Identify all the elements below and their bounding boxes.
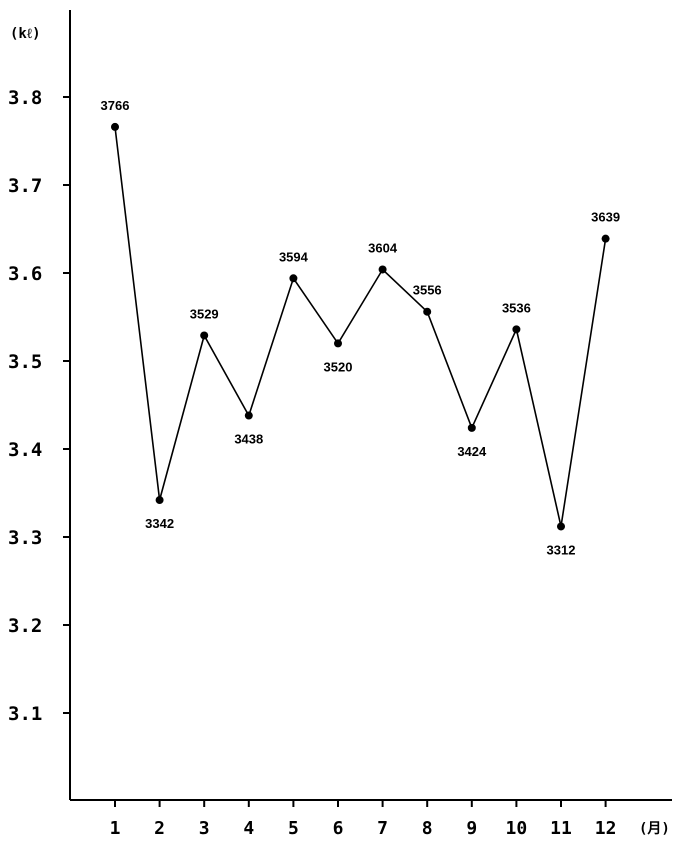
data-point [155, 496, 164, 505]
y-tick-label: 3.1 [8, 703, 42, 725]
y-tick-label: 3.7 [8, 175, 42, 197]
data-label: 3529 [190, 306, 219, 321]
x-tick-label: 2 [154, 818, 165, 839]
x-tick-label: 7 [377, 818, 388, 839]
data-point [557, 522, 565, 531]
y-tick-label: 3.6 [8, 263, 42, 285]
y-tick-label: 3.8 [8, 87, 42, 109]
data-point [378, 265, 387, 274]
x-axis-unit-label: (月) [639, 821, 670, 837]
data-point [334, 339, 342, 348]
data-label: 3536 [502, 300, 531, 315]
series-line [114, 126, 607, 527]
x-tick-label: 4 [243, 818, 254, 839]
data-point [289, 274, 298, 283]
x-axis-ticks: 1 2 3 4 5 6 7 8 9 10 11 12 [110, 800, 617, 839]
x-tick-label: 10 [506, 818, 528, 839]
x-tick-label: 11 [550, 818, 572, 839]
y-axis-ticks: 3.8 3.7 3.6 3.5 3.4 3.3 3.2 3.1 [8, 87, 70, 725]
axes [69, 10, 672, 801]
y-tick-label: 3.2 [8, 615, 42, 637]
data-label: 3556 [413, 283, 442, 298]
x-tick-label: 8 [422, 818, 433, 839]
x-tick-label: 9 [466, 818, 477, 839]
series [111, 122, 610, 531]
x-tick-label: 5 [288, 818, 299, 839]
x-tick-label: 6 [333, 818, 344, 839]
data-point [244, 411, 253, 420]
data-point [601, 234, 610, 243]
data-point [423, 307, 432, 316]
y-tick-label: 3.4 [8, 439, 42, 461]
data-label: 3312 [547, 542, 576, 557]
data-label: 3604 [368, 240, 398, 255]
data-label: 3438 [234, 432, 263, 447]
data-label: 3639 [591, 210, 620, 225]
y-axis-unit-label: (kℓ) [10, 26, 41, 42]
x-tick-label: 12 [595, 818, 617, 839]
data-point [467, 423, 476, 432]
data-label: 3594 [279, 249, 309, 264]
data-point [512, 325, 521, 334]
data-labels: 3766 3342 3529 3438 3594 3520 3604 3556 3424 3536… [101, 98, 621, 558]
y-tick-label: 3.5 [8, 351, 42, 373]
x-tick-label: 1 [110, 818, 121, 839]
x-tick-label: 3 [199, 818, 210, 839]
data-label: 3342 [145, 516, 174, 531]
data-label: 3424 [457, 444, 487, 459]
y-tick-label: 3.3 [8, 527, 42, 549]
data-point [200, 331, 209, 340]
data-label: 3520 [324, 359, 353, 374]
data-label: 3766 [101, 98, 130, 113]
data-point [111, 122, 119, 131]
